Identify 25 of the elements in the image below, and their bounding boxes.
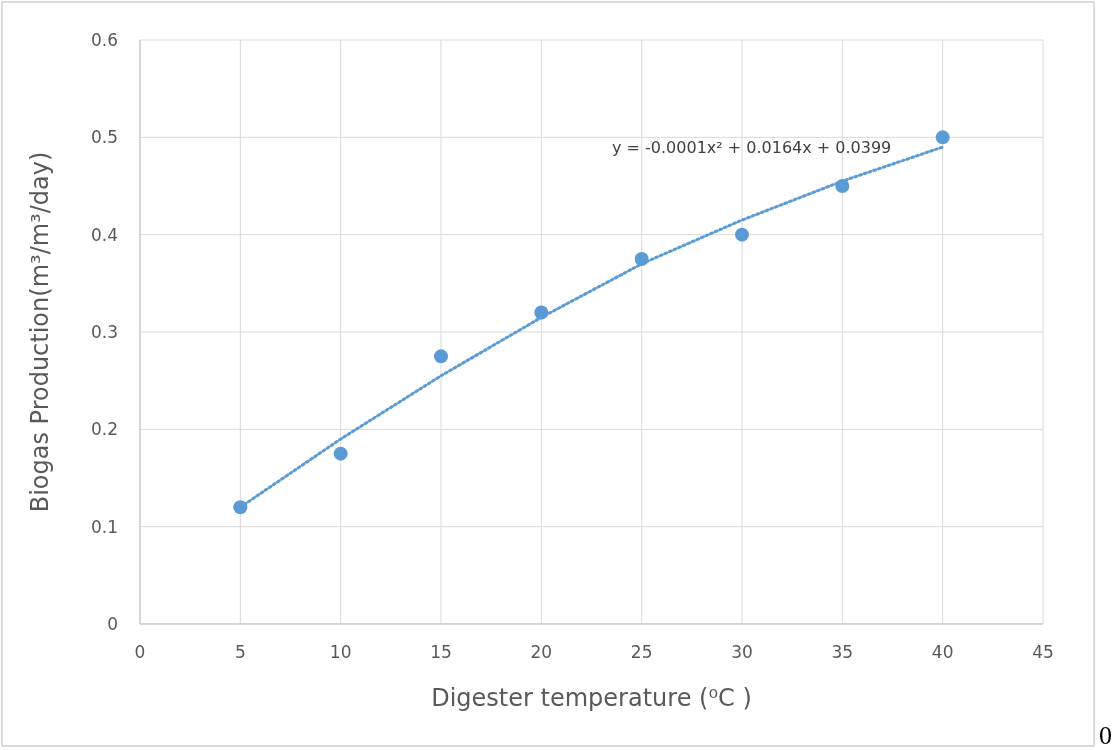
annotation: y = -0.0001x² + 0.0164x + 0.0399 <box>612 138 892 157</box>
point <box>333 446 348 461</box>
y-axis-title: Biogas Production(m³/m³/day) <box>26 151 54 513</box>
text: 0 <box>1099 721 1112 750</box>
point <box>935 130 950 145</box>
x-tick-label: 15 <box>430 642 452 662</box>
point <box>434 349 448 364</box>
x-axis-title: Digester temperature (⁰C ) <box>431 684 752 712</box>
x-tick-label: 5 <box>234 642 246 662</box>
x-tick-label: 10 <box>329 642 352 662</box>
y-tick-label: 0.4 <box>90 224 118 245</box>
x-tick-label: 40 <box>931 642 954 662</box>
x-tick-label: 25 <box>630 642 653 662</box>
x-tick-label: 0 <box>134 642 146 662</box>
y-tick-label: 0 <box>107 613 118 634</box>
x-tick-label: 35 <box>831 642 854 662</box>
y-tick-label: 0.3 <box>90 321 118 342</box>
y-tick-label: 0.5 <box>90 127 118 148</box>
x-tick-label: 20 <box>530 642 553 662</box>
point <box>735 227 749 242</box>
y-tick-label: 0.6 <box>90 29 118 50</box>
y-tick-label: 0.1 <box>90 516 118 537</box>
x-tick-label: 30 <box>731 642 753 662</box>
y-tick-label: 0.2 <box>90 419 118 440</box>
x-tick-label: 45 <box>1032 642 1054 662</box>
